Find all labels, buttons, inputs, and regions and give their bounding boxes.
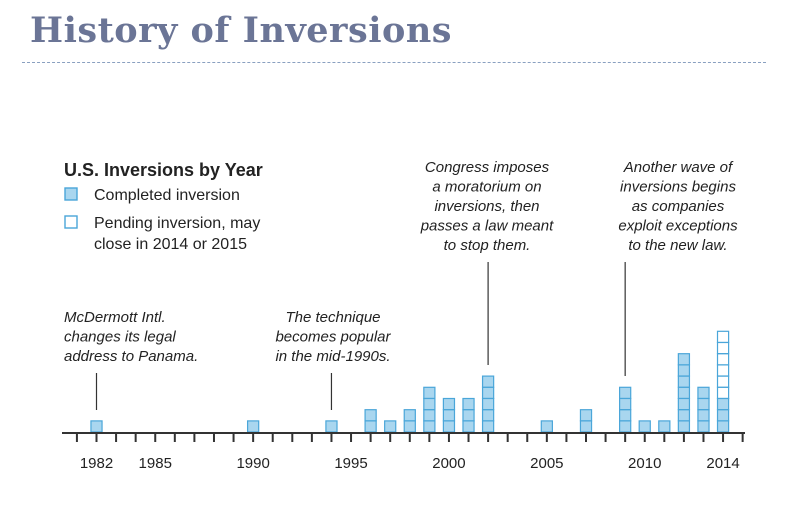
completed-square <box>716 409 730 422</box>
completed-square <box>462 397 475 411</box>
annotation-text: as companies <box>632 198 725 215</box>
completed-square <box>697 397 710 411</box>
x-tick-label: 2000 <box>432 455 465 472</box>
annotation-text: exploit exceptions <box>618 218 738 235</box>
pending-square <box>716 330 730 343</box>
x-axis: 1982 1985 1990 1995 2000 2005 2010 2014 <box>62 432 745 472</box>
annotation-text: passes a law meant <box>420 218 554 235</box>
completed-square <box>619 397 632 411</box>
title-divider <box>22 62 766 63</box>
x-tick-label: 2014 <box>706 455 739 472</box>
completed-square <box>716 420 730 433</box>
legend-label: Pending inversion, may <box>94 215 260 232</box>
completed-square <box>423 386 436 399</box>
completed-square <box>677 420 691 433</box>
completed-square <box>462 420 475 433</box>
completed-square <box>481 397 495 411</box>
completed-square <box>462 409 475 422</box>
x-tick-label: 2005 <box>530 455 563 472</box>
annotation-text: The technique <box>285 309 380 326</box>
completed-square <box>697 420 710 433</box>
completed-square <box>579 420 593 433</box>
pending-square <box>716 353 730 366</box>
completed-square <box>677 397 691 411</box>
completed-square <box>364 420 377 433</box>
annotation-text: a moratorium on <box>432 179 541 196</box>
completed-square <box>325 420 338 433</box>
completed-square <box>697 386 710 399</box>
annotation-text: in the mid-1990s. <box>275 348 390 365</box>
completed-square <box>90 420 103 433</box>
bars <box>90 330 730 433</box>
annotation-text: changes its legal <box>64 329 176 346</box>
pending-square <box>716 386 730 399</box>
completed-square <box>697 409 710 422</box>
completed-square <box>481 409 495 422</box>
completed-square <box>442 397 456 411</box>
completed-square <box>677 353 691 366</box>
completed-square <box>481 375 495 388</box>
legend-swatch <box>64 187 78 201</box>
completed-square <box>246 420 260 433</box>
legend-label: close in 2014 or 2015 <box>94 236 247 253</box>
x-tick-label: 1995 <box>334 455 367 472</box>
legend-swatch <box>64 215 78 229</box>
pending-square <box>716 364 730 377</box>
completed-square <box>716 397 730 411</box>
annotation-text: Congress imposes <box>425 159 550 176</box>
completed-square <box>540 420 553 433</box>
completed-square <box>677 386 691 399</box>
annotation-text: inversions, then <box>434 198 539 215</box>
x-tick-label: 2010 <box>628 455 661 472</box>
completed-square <box>579 409 593 422</box>
annotation-text: inversions begins <box>620 179 736 196</box>
annotation-text: becomes popular <box>275 329 391 346</box>
completed-square <box>364 409 377 422</box>
completed-square <box>384 420 397 433</box>
pending-square <box>716 375 730 388</box>
annotation-text: to the new law. <box>628 237 727 254</box>
completed-square <box>677 409 691 422</box>
completed-square <box>423 420 436 433</box>
legend: Completed inversion Pending inversion, ma… <box>64 187 260 253</box>
completed-square <box>658 420 671 433</box>
completed-square <box>619 386 632 399</box>
legend-label: Completed inversion <box>94 187 240 204</box>
completed-square <box>423 397 436 411</box>
completed-square <box>403 409 416 422</box>
annotation-text: to stop them. <box>444 237 531 254</box>
completed-square <box>638 420 651 433</box>
x-tick-label: 1985 <box>139 455 172 472</box>
annotations: McDermott Intl. changes its legal address … <box>64 159 738 410</box>
completed-square <box>403 420 416 433</box>
annotation-text: McDermott Intl. <box>64 309 166 326</box>
completed-square <box>442 409 456 422</box>
x-tick-label: 1990 <box>236 455 269 472</box>
completed-square <box>442 420 456 433</box>
annotation-text: address to Panama. <box>64 348 198 365</box>
completed-square <box>481 386 495 399</box>
completed-square <box>677 375 691 388</box>
completed-square <box>619 409 632 422</box>
completed-square <box>423 409 436 422</box>
x-tick-label: 1982 <box>80 455 113 472</box>
completed-square <box>481 420 495 433</box>
annotation-text: Another wave of <box>623 159 734 176</box>
completed-square <box>677 364 691 377</box>
pending-square <box>716 341 730 355</box>
chart-title: U.S. Inversions by Year <box>64 160 263 180</box>
page-title: History of Inversions <box>30 10 452 51</box>
completed-square <box>619 420 632 433</box>
